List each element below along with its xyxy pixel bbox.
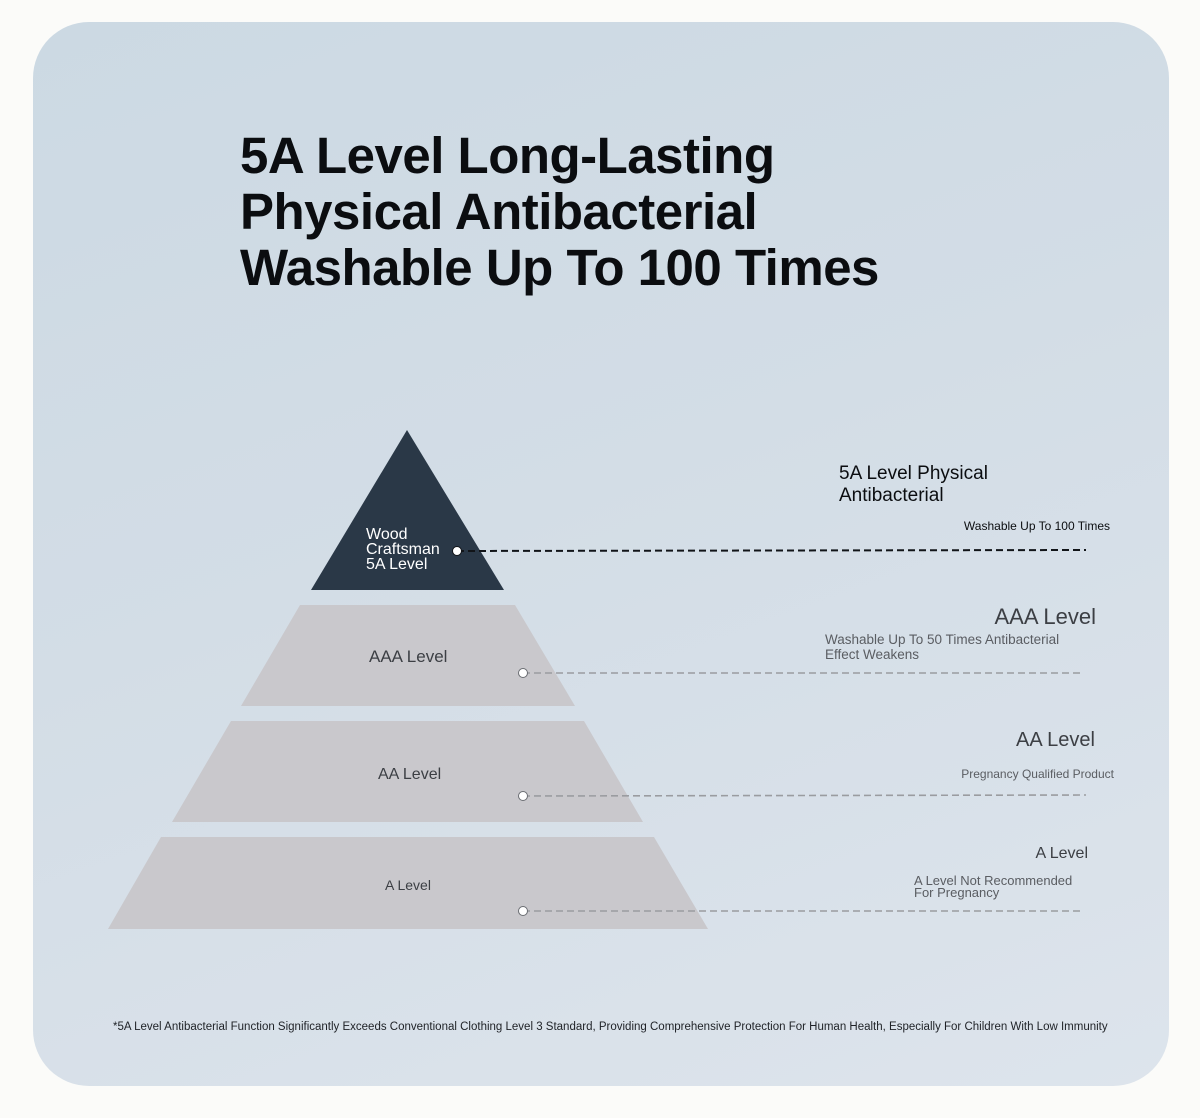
leader-line-5a bbox=[456, 549, 1087, 552]
pyramid-tier-aaa bbox=[241, 605, 575, 706]
legend-aaa-desc: Washable Up To 50 Times Antibacterial Ef… bbox=[825, 632, 1059, 662]
legend-5a-title-line-2: Antibacterial bbox=[839, 485, 944, 506]
pyramid-top-label: Wood Craftsman 5A Level bbox=[366, 526, 440, 573]
pyramid-tier-label-aaa: AAA Level bbox=[369, 647, 448, 666]
legend-aa-title: AA Level bbox=[1016, 729, 1095, 751]
leader-dot-a bbox=[518, 906, 528, 916]
legend-a-desc-line-2: For Pregnancy bbox=[914, 885, 1000, 900]
leader-dot-aaa bbox=[518, 668, 528, 678]
legend-5a-title-line-1: 5A Level Physical bbox=[839, 463, 988, 484]
legend-a-desc: A Level Not Recommended For Pregnancy bbox=[914, 873, 1073, 900]
pyramid-top-label-line-1: Wood bbox=[366, 526, 408, 543]
legend-5a-title: 5A Level Physical Antibacterial bbox=[839, 463, 988, 507]
pyramid-tier-a bbox=[108, 837, 708, 929]
headline: 5A Level Long-Lasting Physical Antibacte… bbox=[240, 128, 879, 296]
leader-line-aa bbox=[522, 794, 1087, 797]
headline-line-3: Washable Up To 100 Times bbox=[240, 239, 879, 296]
pyramid-tier-label-aa: AA Level bbox=[378, 766, 442, 783]
pyramid-top-label-line-2: Craftsman bbox=[366, 541, 440, 558]
pyramid-top-label-line-3: 5A Level bbox=[366, 556, 428, 573]
leader-dot-aa bbox=[518, 791, 528, 801]
leader-dot-5a bbox=[452, 546, 462, 556]
legend-a-desc-line-1: A Level Not Recommended bbox=[914, 873, 1073, 888]
legend-5a-desc: Washable Up To 100 Times bbox=[963, 519, 1110, 533]
headline-line-1: 5A Level Long-Lasting bbox=[240, 127, 775, 184]
footnote: *5A Level Antibacterial Function Signifi… bbox=[113, 1021, 1108, 1033]
pyramid-tier-label-a: A Level bbox=[385, 877, 431, 893]
legend-aaa-desc-line-1: Washable Up To 50 Times Antibacterial bbox=[825, 632, 1060, 647]
legend-a-title: A Level bbox=[1035, 845, 1088, 862]
legend-aaa-title: AAA Level bbox=[994, 604, 1096, 629]
legend-aaa-desc-line-2: Effect Weakens bbox=[825, 647, 920, 662]
headline-line-2: Physical Antibacterial bbox=[240, 183, 758, 240]
legend-aa-desc: Pregnancy Qualified Product bbox=[961, 767, 1114, 781]
